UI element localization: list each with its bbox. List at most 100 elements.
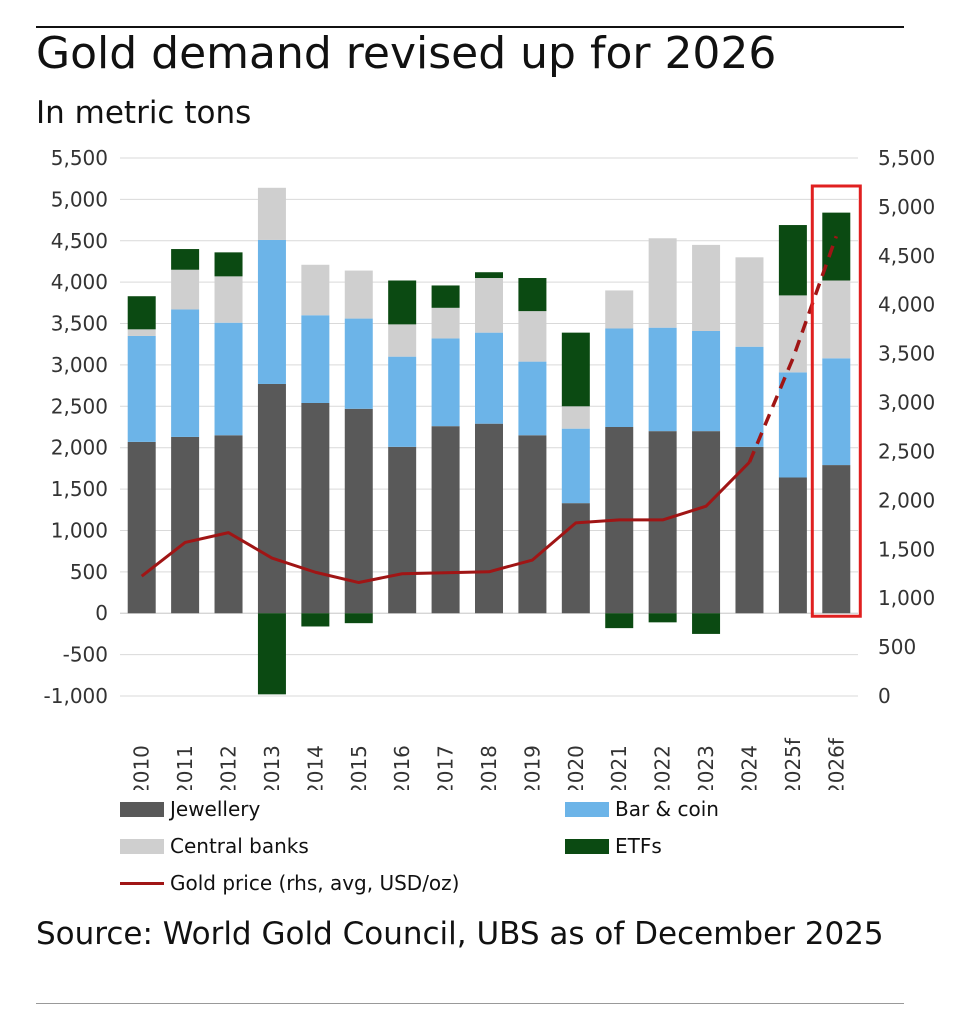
x-tick-label: 2018 bbox=[477, 745, 501, 790]
legend-item-jewellery: Jewellery bbox=[120, 797, 260, 821]
y2-tick-label: 4,000 bbox=[878, 293, 935, 317]
right-axis: 0 500 1,000 1,500 2,000 2,500 3,000 3,500 4,000 4… bbox=[878, 146, 935, 708]
legend: Jewellery Bar & coin Central banks ETFs … bbox=[120, 797, 900, 897]
gold-price-line bbox=[140, 235, 838, 585]
y-tick-label: 3,000 bbox=[51, 353, 108, 377]
x-tick-label: 2024 bbox=[737, 745, 761, 790]
bar-etfs-2016 bbox=[388, 280, 417, 325]
x-tick-label: 2017 bbox=[434, 745, 458, 790]
bar-jewellery-2011 bbox=[171, 436, 200, 614]
bar-bar-coin-2020 bbox=[561, 428, 590, 504]
bar-bar-coin-2018 bbox=[475, 332, 503, 424]
bar-bar-coin-2025f bbox=[778, 372, 807, 478]
legend-label-gold-price: Gold price (rhs, avg, USD/oz) bbox=[170, 871, 460, 895]
bar-central-banks-2011 bbox=[171, 269, 200, 310]
x-tick-label: 2022 bbox=[651, 745, 675, 790]
bar-jewellery-2010 bbox=[127, 441, 156, 614]
legend-label-central-banks: Central banks bbox=[170, 834, 309, 858]
bar-bar-coin-2015 bbox=[344, 318, 373, 409]
legend-item-bar-coin: Bar & coin bbox=[565, 797, 719, 821]
top-rule bbox=[36, 26, 904, 28]
bar-bar-coin-2019 bbox=[518, 361, 547, 436]
bar-jewellery-2017 bbox=[431, 426, 460, 614]
bar-jewellery-2014 bbox=[301, 402, 330, 614]
bar-central-banks-2017 bbox=[431, 307, 460, 339]
legend-label-etfs: ETFs bbox=[615, 834, 662, 858]
bar-central-banks-2019 bbox=[518, 311, 547, 362]
bar-etfs-2018 bbox=[475, 272, 503, 279]
left-axis: -1,000 -500 0 500 1,000 1,500 2,000 2,500 3,000 3… bbox=[44, 146, 108, 708]
bar-central-banks-2013 bbox=[257, 187, 286, 240]
x-tick-label: 2014 bbox=[303, 745, 327, 790]
bar-etfs-2026f bbox=[822, 212, 851, 281]
bar-central-banks-2010 bbox=[127, 329, 156, 336]
bar-central-banks-2014 bbox=[301, 264, 330, 316]
bar-etfs-2013 bbox=[257, 613, 286, 695]
bar-bar-coin-2024 bbox=[735, 346, 764, 447]
y2-tick-label: 1,000 bbox=[878, 586, 935, 610]
highlight-rect-2026f bbox=[810, 184, 862, 618]
y-tick-label: 4,500 bbox=[51, 229, 108, 253]
y-tick-label: 0 bbox=[95, 601, 108, 625]
y-tick-label: 5,000 bbox=[51, 187, 108, 211]
bar-jewellery-2024 bbox=[735, 446, 764, 614]
bars bbox=[127, 187, 851, 695]
x-tick-label: 2011 bbox=[173, 745, 197, 790]
x-tick-label: 2026f bbox=[824, 737, 848, 790]
bar-etfs-2020 bbox=[561, 332, 590, 407]
bar-bar-coin-2023 bbox=[692, 330, 721, 432]
bar-etfs-2025f bbox=[778, 225, 807, 296]
y2-tick-label: 3,500 bbox=[878, 342, 935, 366]
bar-etfs-2010 bbox=[127, 296, 156, 330]
bar-bar-coin-2014 bbox=[301, 315, 330, 403]
bar-central-banks-2016 bbox=[388, 324, 417, 357]
bar-bar-coin-2010 bbox=[127, 335, 156, 442]
bar-bar-coin-2016 bbox=[388, 356, 417, 447]
bar-central-banks-2021 bbox=[605, 290, 634, 329]
stacked-bar-chart: -1,000 -500 0 500 1,000 1,500 2,000 2,500 3,000 3… bbox=[44, 146, 936, 790]
chart-title: Gold demand revised up for 2026 bbox=[36, 28, 777, 79]
y-tick-label: 5,500 bbox=[51, 146, 108, 170]
bar-central-banks-2022 bbox=[648, 238, 677, 328]
bar-etfs-2017 bbox=[431, 285, 460, 308]
bar-etfs-2023 bbox=[692, 613, 721, 634]
legend-swatch-central-banks bbox=[120, 838, 164, 854]
x-tick-label: 2023 bbox=[694, 745, 718, 790]
y-tick-label: 3,500 bbox=[51, 312, 108, 336]
legend-label-jewellery: Jewellery bbox=[170, 797, 261, 821]
x-axis: 2010 2011 2012 2013 2014 2015 2016 2017 2018 2019… bbox=[130, 737, 849, 790]
bar-jewellery-2012 bbox=[214, 435, 243, 614]
bar-central-banks-2023 bbox=[692, 244, 721, 331]
bar-bar-coin-2013 bbox=[257, 239, 286, 384]
y-tick-label: 2,000 bbox=[51, 436, 108, 460]
bar-bar-coin-2026f bbox=[822, 358, 851, 466]
y2-tick-label: 4,500 bbox=[878, 244, 935, 268]
legend-swatch-bar-coin bbox=[565, 801, 609, 817]
legend-swatch-etfs bbox=[565, 838, 609, 854]
bar-etfs-2019 bbox=[518, 278, 547, 312]
bottom-rule bbox=[36, 1003, 904, 1004]
x-tick-label: 2020 bbox=[564, 745, 588, 790]
y-tick-label: 1,000 bbox=[51, 518, 108, 542]
x-tick-label: 2016 bbox=[390, 745, 414, 790]
bar-jewellery-2026f bbox=[822, 465, 851, 614]
y-tick-label: 500 bbox=[70, 560, 108, 584]
bar-jewellery-2020 bbox=[561, 503, 590, 614]
bar-etfs-2014 bbox=[301, 613, 330, 627]
chart-subtitle: In metric tons bbox=[36, 95, 252, 131]
bar-jewellery-2022 bbox=[648, 431, 677, 614]
bar-etfs-2015 bbox=[344, 613, 373, 624]
y2-tick-label: 5,500 bbox=[878, 146, 935, 170]
y-tick-label: -500 bbox=[63, 643, 108, 667]
legend-label-bar-coin: Bar & coin bbox=[615, 797, 719, 821]
bar-central-banks-2018 bbox=[475, 278, 503, 333]
bar-central-banks-2026f bbox=[822, 280, 851, 359]
bar-jewellery-2023 bbox=[692, 431, 721, 614]
y2-tick-label: 500 bbox=[878, 635, 916, 659]
y2-tick-label: 3,000 bbox=[878, 391, 935, 415]
x-tick-label: 2010 bbox=[130, 745, 154, 790]
bar-bar-coin-2022 bbox=[648, 327, 677, 432]
y-tick-label: 4,000 bbox=[51, 270, 108, 294]
bar-jewellery-2016 bbox=[388, 446, 417, 614]
y2-tick-label: 1,500 bbox=[878, 537, 935, 561]
